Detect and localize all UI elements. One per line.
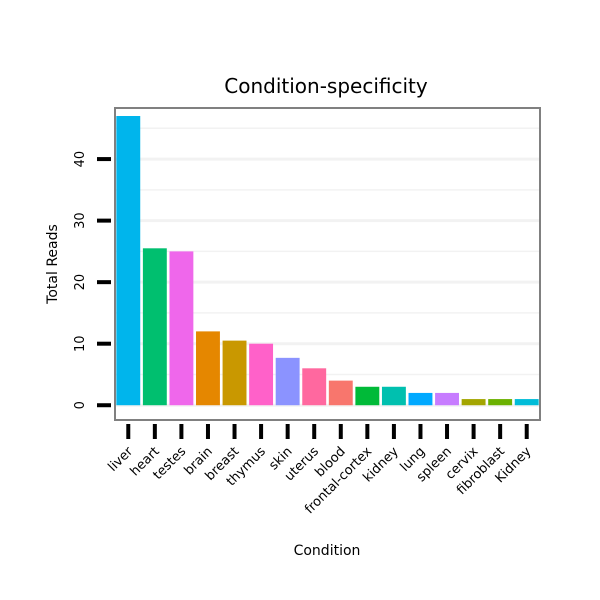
bar-spleen [435,392,459,406]
bar-fibroblast [488,399,513,406]
y-axis-label: Total Reads [45,224,61,305]
bar-skin [275,357,300,406]
chart-title: Condition-specificity [224,74,428,98]
bar-brain [196,331,220,406]
y-tick-label: 40 [73,151,88,168]
bar-kidney [381,386,406,406]
y-tick-label: 30 [73,212,88,229]
bar-thymus [249,343,274,406]
bar-liver [116,116,141,406]
y-tick-label: 10 [73,335,88,352]
bar-testes [169,251,194,406]
x-axis: liverhearttestesbrainbreastthymusskinute… [106,424,535,517]
bar-lung [408,392,433,406]
plot-panel-border [114,107,541,421]
x-axis-label: Condition [294,543,361,559]
y-axis: 0 10 20 30 40 [73,151,111,409]
y-tick-label: 20 [73,274,88,291]
bars [116,116,539,406]
bar-breast [222,340,247,406]
y-tick-label: 0 [73,401,88,409]
bar-Kidney [514,399,539,406]
bar-frontal-cortex [355,386,380,406]
bar-heart [142,248,167,406]
bar-uterus [302,368,327,406]
bar-cervix [461,399,486,406]
bar-blood [328,380,353,406]
